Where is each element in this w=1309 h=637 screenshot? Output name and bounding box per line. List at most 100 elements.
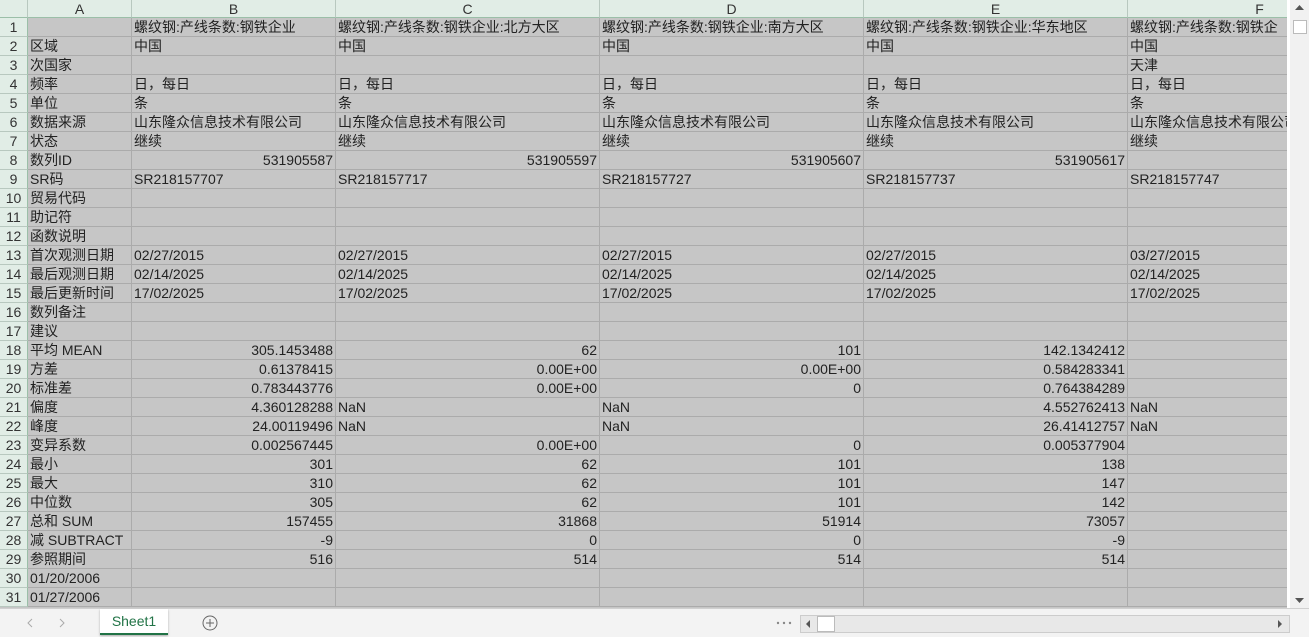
cell: 建议 xyxy=(28,322,132,341)
cell: 0.00E+00 xyxy=(600,360,864,379)
grid: A B C D E F 1 2 3 4 5 6 7 8 9 10 11 12 13 14 15 16 17 18 19 20 21 2… xyxy=(0,0,1287,608)
cell: 305 xyxy=(132,493,336,512)
cell: 26.41412757 xyxy=(864,417,1128,436)
row-header: 30 xyxy=(0,569,28,588)
cell: 数列ID xyxy=(28,151,132,170)
cell xyxy=(336,208,600,227)
cell: 中国 xyxy=(1128,37,1287,56)
cell: NaN xyxy=(336,417,600,436)
select-all xyxy=(0,0,28,18)
cell: 继续 xyxy=(336,132,600,151)
scroll-thumb[interactable] xyxy=(1293,20,1307,34)
cell: 螺纹钢:产线条数:钢铁企业 xyxy=(132,18,336,37)
cell: 继续 xyxy=(600,132,864,151)
sheet-nav[interactable] xyxy=(20,609,100,637)
cell: 310 xyxy=(132,474,336,493)
cell: 日，每日 xyxy=(1128,75,1287,94)
add-sheet[interactable] xyxy=(200,613,220,633)
cell: NaN xyxy=(600,417,864,436)
cell: 标准差 xyxy=(28,379,132,398)
cell: SR218157747 xyxy=(1128,170,1287,189)
cell xyxy=(132,588,336,607)
split-handle xyxy=(776,621,792,625)
row-header: 6 xyxy=(0,113,28,132)
cell xyxy=(864,227,1128,246)
cell xyxy=(132,208,336,227)
cell: 中国 xyxy=(132,37,336,56)
cell: 平均 MEAN xyxy=(28,341,132,360)
cell: NaN xyxy=(600,398,864,417)
cell: 62 xyxy=(336,455,600,474)
cell xyxy=(1128,512,1287,531)
row-header: 9 xyxy=(0,170,28,189)
cell: 日，每日 xyxy=(600,75,864,94)
cell xyxy=(336,588,600,607)
row-header: 15 xyxy=(0,284,28,303)
cell: 最后观测日期 xyxy=(28,265,132,284)
cell xyxy=(1128,303,1287,322)
cell xyxy=(132,322,336,341)
cell xyxy=(600,588,864,607)
cell xyxy=(132,56,336,75)
cell xyxy=(1128,322,1287,341)
cell: 62 xyxy=(336,474,600,493)
cell: 157455 xyxy=(132,512,336,531)
column-header: A xyxy=(28,0,132,18)
cell xyxy=(132,303,336,322)
scroll-thumb[interactable] xyxy=(817,616,835,632)
cell: 0 xyxy=(600,531,864,550)
row-header: 14 xyxy=(0,265,28,284)
cell: 01/20/2006 xyxy=(28,569,132,588)
cell: 147 xyxy=(864,474,1128,493)
cell xyxy=(1128,189,1287,208)
cell: 日，每日 xyxy=(336,75,600,94)
cell: 17/02/2025 xyxy=(600,284,864,303)
horizontal-scrollbar[interactable] xyxy=(800,615,1290,633)
cell: 531905587 xyxy=(132,151,336,170)
cell: 中国 xyxy=(600,37,864,56)
cell: 贸易代码 xyxy=(28,189,132,208)
row-header: 10 xyxy=(0,189,28,208)
cell: 0.002567445 xyxy=(132,436,336,455)
cell: 0 xyxy=(600,436,864,455)
row-header: 29 xyxy=(0,550,28,569)
cell: 62 xyxy=(336,341,600,360)
cell: 条 xyxy=(600,94,864,113)
cell: 最小 xyxy=(28,455,132,474)
cell: 最大 xyxy=(28,474,132,493)
row-header: 8 xyxy=(0,151,28,170)
cell xyxy=(864,569,1128,588)
cell: 101 xyxy=(600,341,864,360)
cell xyxy=(1128,455,1287,474)
sheet-tab[interactable]: Sheet1 xyxy=(100,609,168,635)
cell: 516 xyxy=(132,550,336,569)
row-header: 24 xyxy=(0,455,28,474)
cell: 31868 xyxy=(336,512,600,531)
cell xyxy=(864,588,1128,607)
cell: 02/27/2015 xyxy=(600,246,864,265)
cell: 101 xyxy=(600,474,864,493)
cell: 最后更新时间 xyxy=(28,284,132,303)
cell: 02/27/2015 xyxy=(336,246,600,265)
cell xyxy=(1128,474,1287,493)
cell: 01/27/2006 xyxy=(28,588,132,607)
cell: 531905607 xyxy=(600,151,864,170)
cell: 305.1453488 xyxy=(132,341,336,360)
cell: NaN xyxy=(1128,398,1287,417)
cell xyxy=(864,303,1128,322)
cell: 03/27/2015 xyxy=(1128,246,1287,265)
cell: 继续 xyxy=(132,132,336,151)
cell: -9 xyxy=(132,531,336,550)
scroll-arrows xyxy=(1295,5,1304,603)
sheet-bar: Sheet1 xyxy=(0,608,1309,637)
cell: 0.764384289 xyxy=(864,379,1128,398)
column-header: F xyxy=(1128,0,1287,18)
cell: 51914 xyxy=(600,512,864,531)
cell: 02/14/2025 xyxy=(864,265,1128,284)
cell: 中国 xyxy=(336,37,600,56)
vertical-scrollbar[interactable] xyxy=(1290,0,1309,608)
cell: 山东隆众信息技术有限公司 xyxy=(132,113,336,132)
cell xyxy=(1128,588,1287,607)
cell: 0.00E+00 xyxy=(336,436,600,455)
cell: 101 xyxy=(600,493,864,512)
